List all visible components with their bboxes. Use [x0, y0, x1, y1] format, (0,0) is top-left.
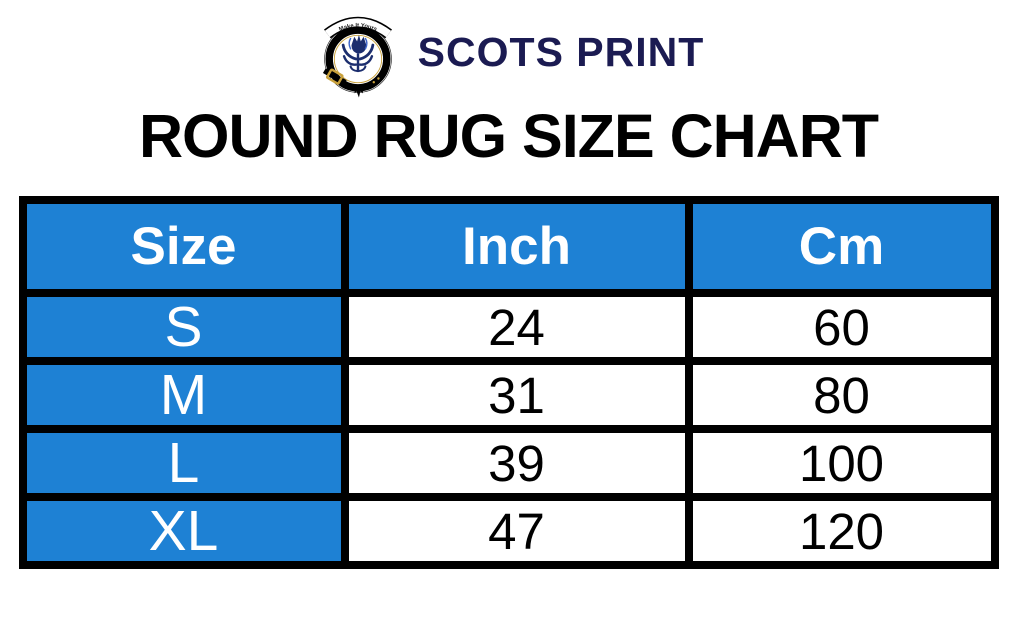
table-row-m: M 31 80	[18, 357, 999, 434]
belt-buckle-icon	[322, 68, 347, 86]
thistle-crest-logo-icon: Make It Yours	[313, 7, 403, 98]
inch-cell: 24	[340, 289, 693, 366]
logo-banner-text: Make It Yours	[338, 23, 378, 33]
column-header-cm: Cm	[684, 196, 999, 298]
logo-banner: Make It Yours	[327, 22, 388, 34]
cm-cell: 80	[684, 357, 999, 434]
page-title: ROUND RUG SIZE CHART	[138, 102, 879, 170]
crest-gold-ring	[333, 34, 382, 84]
belt-stud-icon	[376, 77, 380, 80]
inch-cell: 39	[340, 425, 693, 502]
size-cell: L	[18, 425, 349, 502]
brand-header: Make It Yours SCOTS PRINT	[0, 0, 1017, 98]
brand-name: SCOTS PRINT	[417, 29, 705, 75]
table-header-row: Size Inch Cm	[18, 196, 999, 298]
column-header-inch: Inch	[340, 196, 693, 298]
column-header-size: Size	[18, 196, 349, 298]
table-row-xl: XL 47 120	[18, 493, 999, 570]
size-cell: M	[18, 357, 349, 434]
table-row-l: L 39 100	[18, 425, 999, 502]
size-cell: S	[18, 289, 349, 366]
size-cell: XL	[18, 493, 349, 570]
size-chart-table: Size Inch Cm S 24 60 M 31 80 L 39 100	[18, 196, 999, 570]
cm-cell: 120	[684, 493, 999, 570]
belt-tail-icon	[353, 86, 364, 98]
inch-cell: 47	[340, 493, 693, 570]
belt-stud-icon	[372, 81, 375, 84]
table-row-s: S 24 60	[18, 289, 999, 366]
inch-cell: 31	[340, 357, 693, 434]
svg-text:Make It Yours: Make It Yours	[338, 23, 378, 33]
thistle-icon	[341, 34, 374, 73]
cm-cell: 100	[684, 425, 999, 502]
cm-cell: 60	[684, 289, 999, 366]
